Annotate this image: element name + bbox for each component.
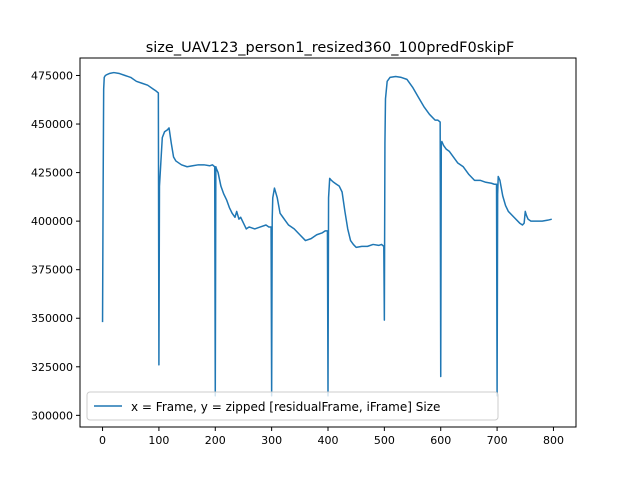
x-tick-label: 500 bbox=[374, 434, 395, 447]
x-tick-label: 400 bbox=[318, 434, 339, 447]
x-tick-label: 0 bbox=[99, 434, 106, 447]
y-tick-label: 400000 bbox=[31, 215, 73, 228]
y-tick-label: 375000 bbox=[31, 264, 73, 277]
x-tick-label: 100 bbox=[148, 434, 169, 447]
y-tick-label: 475000 bbox=[31, 69, 73, 82]
y-tick-label: 450000 bbox=[31, 118, 73, 131]
legend: x = Frame, y = zipped [residualFrame, iF… bbox=[86, 391, 499, 421]
legend-box bbox=[86, 391, 499, 421]
y-axis: 300000 325000 350000 375000 400000 425000 4500… bbox=[31, 69, 80, 422]
x-tick-label: 300 bbox=[261, 434, 282, 447]
x-tick-label: 600 bbox=[430, 434, 451, 447]
x-tick-label: 200 bbox=[205, 434, 226, 447]
x-tick-label: 800 bbox=[543, 434, 564, 447]
chart-title: size_UAV123_person1_resized360_100predF0… bbox=[146, 40, 515, 56]
y-tick-label: 325000 bbox=[31, 361, 73, 374]
x-tick-label: 700 bbox=[487, 434, 508, 447]
y-tick-label: 425000 bbox=[31, 167, 73, 180]
series-line-0 bbox=[101, 71, 552, 397]
y-tick-label: 300000 bbox=[31, 409, 73, 422]
x-axis: 0 100 200 300 400 500 600 700 800 bbox=[99, 427, 564, 447]
legend-series-label: x = Frame, y = zipped [residualFrame, iF… bbox=[131, 400, 440, 414]
y-tick-label: 350000 bbox=[31, 312, 73, 325]
